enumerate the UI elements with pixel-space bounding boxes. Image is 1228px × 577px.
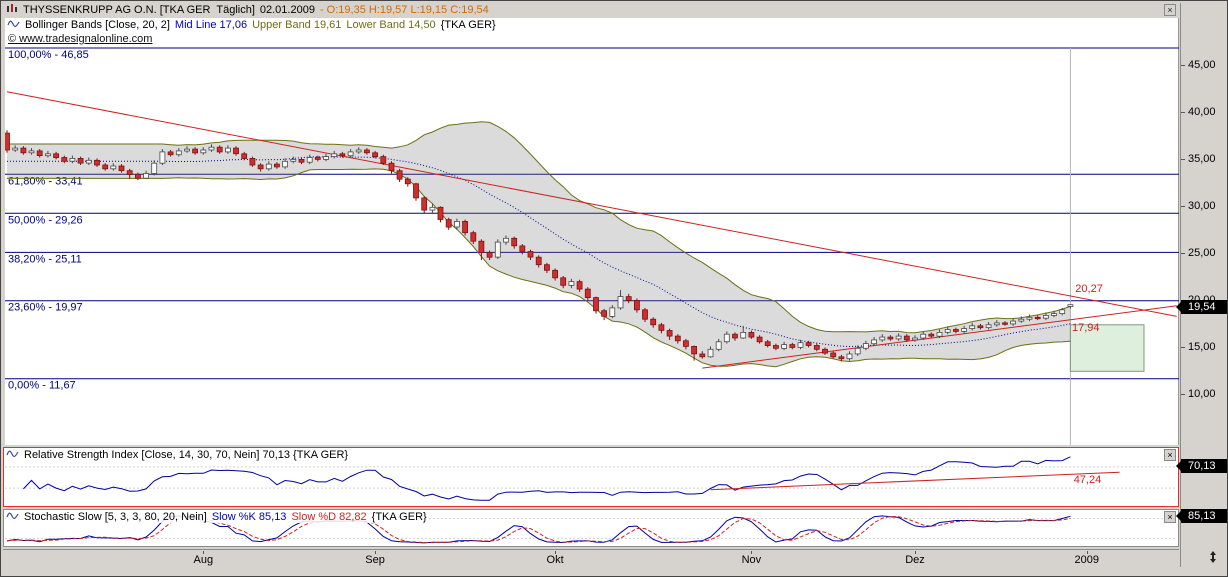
rsi-panel: Relative Strength Index [Close, 14, 30, … (3, 447, 1179, 507)
price-tick-mark (1181, 253, 1185, 255)
price-tick-label: 35,00 (1188, 153, 1216, 166)
wave-icon (6, 449, 19, 461)
time-tick-label: Okt (546, 554, 564, 566)
time-tick-label: Sep (365, 554, 385, 566)
time-tick-mark (555, 551, 557, 554)
price-tick-label: 25,00 (1188, 247, 1216, 260)
quote-date: 02.01.2009 (259, 4, 315, 16)
instrument-title: THYSSENKRUPP AG O.N. [TKA GER Täglich] (23, 4, 255, 16)
svg-text:17,94: 17,94 (1072, 322, 1100, 334)
ohlc-values: - O:19,35 H:19,57 L:19,15 C:19,54 (319, 4, 489, 16)
rsi-canvas[interactable]: 47,24 (5, 448, 1177, 506)
price-tick-label: 15,00 (1188, 341, 1216, 354)
svg-text:47,24: 47,24 (1074, 474, 1102, 486)
wave-icon (7, 19, 20, 31)
price-tick-mark (1181, 206, 1185, 208)
rsi-trendline (710, 471, 1120, 491)
svg-text:0,00% - 11,67: 0,00% - 11,67 (8, 380, 76, 392)
time-axis[interactable]: Aug Sep Okt Nov Dez 2009 (3, 549, 1179, 567)
wave-icon (6, 511, 19, 523)
candlestick-chart-icon (6, 3, 18, 17)
time-tick-label: Nov (741, 554, 762, 566)
time-tick-mark (375, 551, 377, 554)
last-price-badge: 19,54 (1176, 299, 1227, 314)
copyright-link[interactable]: © www.tradesignalonline.com (8, 33, 153, 45)
time-tick-mark (915, 551, 916, 554)
rsi-value-badge: 70,13 (1176, 458, 1227, 473)
svg-text:38,20% - 25,11: 38,20% - 25,11 (8, 253, 82, 265)
time-tick-label: 2009 (1074, 554, 1100, 566)
axis-scale-icon[interactable] (1203, 550, 1223, 566)
bollinger-upper-label: Upper Band 19,61 (252, 19, 342, 31)
stochastic-level-lines (5, 518, 1177, 539)
price-tick-mark (1181, 112, 1185, 114)
rsi-annotation: 47,24 (1074, 474, 1102, 486)
price-tick-mark (1181, 159, 1185, 161)
bollinger-mid-label: Mid Line 17,06 (174, 19, 248, 31)
time-tick-mark (203, 551, 205, 554)
projection-box (1069, 324, 1145, 372)
bollinger-band (7, 121, 1071, 368)
price-tick-label: 10,00 (1188, 388, 1216, 401)
price-tick-mark (1181, 394, 1185, 396)
price-tick-mark (1181, 65, 1185, 67)
time-tick-mark (1086, 551, 1088, 554)
price-annotations: 20,27 17,94 (1072, 283, 1103, 334)
time-tick-label: Dez (905, 554, 925, 566)
price-tick-label: 45,00 (1188, 59, 1216, 72)
rsi-legend-text: Relative Strength Index [Close, 14, 30, … (24, 449, 349, 461)
bollinger-symbol: {TKA GER} (440, 19, 496, 31)
bollinger-lower-label: Lower Band 14,50 (346, 19, 436, 31)
rsi-close-button[interactable]: × (1164, 449, 1176, 461)
stochastic-close-button[interactable]: × (1164, 511, 1176, 523)
candles-layer (5, 130, 1074, 362)
main-chart-titlebar[interactable]: THYSSENKRUPP AG O.N. [TKA GER Täglich] 0… (3, 3, 1179, 17)
rsi-line (23, 456, 1071, 501)
stochastic-name: Stochastic Slow [5, 3, 3, 80, 20, Nein] (24, 511, 207, 523)
svg-text:23,60% - 19,97: 23,60% - 19,97 (8, 302, 83, 314)
svg-text:20,27: 20,27 (1075, 283, 1103, 295)
svg-text:50,00% - 29,26: 50,00% - 29,26 (8, 214, 83, 226)
main-chart-panel: Bollinger Bands [Close, 20, 2] Mid Line … (5, 18, 1179, 445)
stochastic-panel: Stochastic Slow [5, 3, 3, 80, 20, Nein] … (3, 509, 1179, 547)
stochastic-d-label: Slow %D 82,82 (291, 511, 367, 523)
rsi-legend: Relative Strength Index [Close, 14, 30, … (6, 449, 349, 461)
main-chart-close-button[interactable]: × (1164, 4, 1176, 16)
time-tick-label: Aug (193, 554, 214, 566)
price-tick-label: 40,00 (1188, 106, 1216, 119)
price-tick-mark (1181, 347, 1185, 349)
stochastic-legend: Stochastic Slow [5, 3, 3, 80, 20, Nein] … (6, 511, 427, 523)
price-tick-label: 30,00 (1188, 200, 1216, 213)
stochastic-value-badge: 85,13 (1176, 508, 1227, 523)
bollinger-name: Bollinger Bands [Close, 20, 2] (25, 19, 170, 31)
time-tick-mark (751, 551, 753, 554)
stochastic-k-label: Slow %K 85,13 (211, 511, 287, 523)
bollinger-legend: Bollinger Bands [Close, 20, 2] Mid Line … (7, 19, 496, 31)
svg-text:100,00% - 46,85: 100,00% - 46,85 (8, 49, 89, 61)
stochastic-symbol: {TKA GER} (371, 511, 427, 523)
price-axis[interactable]: 19,54 70,13 85,13 45,00 40,00 35,00 30,00 25… (1176, 3, 1227, 567)
